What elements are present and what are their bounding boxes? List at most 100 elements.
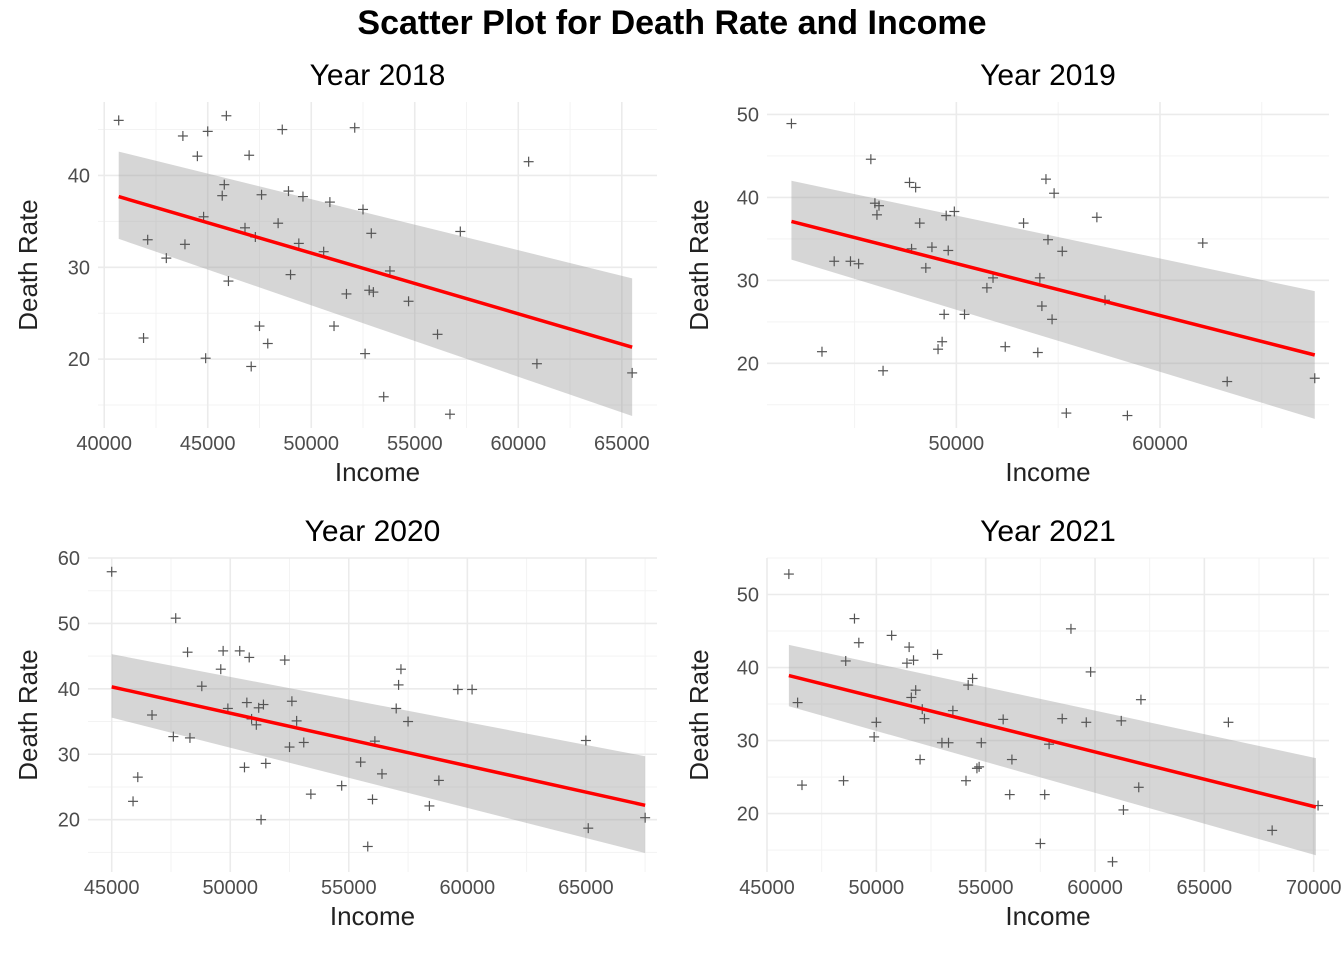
x-tick-label: 65000 [1177, 877, 1233, 899]
data-point [1040, 174, 1051, 185]
data-point [974, 761, 985, 772]
panel-title: Year 2018 [310, 59, 446, 92]
data-point [627, 367, 638, 378]
data-point [914, 218, 925, 229]
data-point [998, 714, 1009, 725]
x-tick-label: 60000 [1132, 433, 1188, 455]
data-point [910, 182, 921, 193]
x-tick-label: 65000 [594, 433, 650, 455]
data-point [1006, 754, 1017, 765]
data-point [286, 696, 297, 707]
data-point [901, 658, 912, 669]
data-point [1118, 804, 1129, 815]
data-point [853, 637, 864, 648]
data-point [217, 190, 228, 201]
data-point [106, 566, 117, 577]
data-point [362, 841, 373, 852]
data-point [113, 115, 124, 126]
y-tick-label: 20 [68, 349, 90, 371]
data-point [906, 692, 917, 703]
data-point [285, 269, 296, 280]
data-point [926, 242, 937, 253]
data-point [1000, 341, 1011, 352]
data-point [869, 731, 880, 742]
data-point [919, 713, 930, 724]
data-point [251, 719, 262, 730]
data-point [291, 715, 302, 726]
confidence-band [791, 180, 1315, 419]
data-point [246, 361, 257, 372]
data-point [215, 664, 226, 675]
data-point [976, 737, 987, 748]
data-point [192, 151, 203, 162]
data-point [947, 705, 958, 716]
y-tick-label: 20 [737, 804, 759, 826]
data-point [1267, 825, 1278, 836]
data-point [1057, 713, 1068, 724]
data-point [1133, 782, 1144, 793]
panel-title: Year 2020 [305, 515, 441, 548]
data-point [170, 613, 181, 624]
data-point [142, 234, 153, 245]
data-point [920, 262, 931, 273]
data-point [1049, 188, 1060, 199]
data-point [1081, 717, 1092, 728]
confidence-band [788, 644, 1316, 856]
data-point [200, 353, 211, 364]
x-tick-label: 55000 [387, 433, 443, 455]
y-tick-label: 40 [737, 187, 759, 209]
data-point [816, 346, 827, 357]
x-tick-label: 60000 [1067, 877, 1123, 899]
data-point [792, 697, 803, 708]
data-point [971, 763, 982, 774]
data-point [937, 336, 948, 347]
data-point [298, 737, 309, 748]
data-point [932, 649, 943, 660]
data-point [256, 189, 267, 200]
data-point [349, 122, 360, 133]
confidence-band [111, 654, 646, 854]
data-point [433, 775, 444, 786]
data-point [393, 679, 404, 690]
data-point [871, 209, 882, 220]
data-point [1039, 789, 1050, 800]
regression-line [791, 219, 1316, 357]
data-point [177, 130, 188, 141]
confidence-band [118, 151, 633, 417]
y-tick-label: 50 [58, 613, 80, 635]
data-point [202, 126, 213, 137]
x-tick-label: 50000 [929, 433, 985, 455]
x-axis-title: Income [1005, 457, 1090, 487]
data-point [865, 154, 876, 165]
panel-title: Year 2021 [980, 515, 1116, 548]
data-point [981, 282, 992, 293]
data-point [234, 645, 245, 656]
x-tick-label: 60000 [490, 433, 546, 455]
data-point [904, 642, 915, 653]
chart-panel: 45000 50000 55000 60000 65000 70000 20 30 40 50 Ye… [684, 515, 1342, 931]
data-point [258, 699, 269, 710]
data-point [391, 703, 402, 714]
data-point [293, 238, 304, 249]
data-point [239, 222, 250, 233]
data-point [432, 329, 443, 340]
y-tick-label: 60 [58, 548, 80, 570]
y-tick-label: 50 [737, 104, 759, 126]
data-point [1223, 717, 1234, 728]
data-point [873, 200, 884, 211]
data-point [967, 673, 978, 684]
x-tick-label: 50000 [283, 433, 339, 455]
y-tick-label: 50 [737, 585, 759, 607]
data-point [531, 358, 542, 369]
x-tick-label: 70000 [1286, 877, 1342, 899]
data-point [367, 794, 378, 805]
data-point [1061, 408, 1072, 419]
data-point [368, 287, 379, 298]
chart-panel: 45000 50000 55000 60000 65000 20 30 40 50 60 Year … [13, 515, 657, 931]
data-point [1004, 789, 1015, 800]
x-tick-label: 60000 [440, 877, 496, 899]
data-point [904, 177, 915, 188]
data-point [869, 198, 880, 209]
regression-line [118, 194, 633, 349]
data-point [1034, 272, 1045, 283]
